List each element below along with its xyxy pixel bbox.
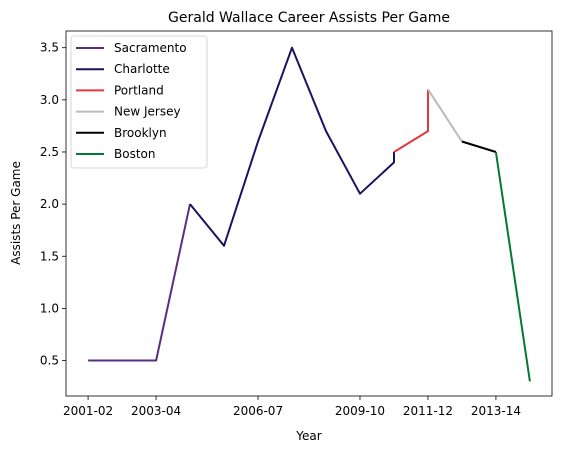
plot-area xyxy=(88,46,531,382)
y-tick-label: 3.5 xyxy=(40,41,59,55)
legend-label: Boston xyxy=(114,147,155,161)
y-axis-label: Assists Per Game xyxy=(9,161,23,265)
series-line-brooklyn xyxy=(461,140,497,153)
series-line-sacramento xyxy=(88,203,191,362)
legend-label: Sacramento xyxy=(114,41,187,55)
legend-label: Brooklyn xyxy=(114,126,167,140)
y-axis-ticks: 0.5 1.0 1.5 2.0 2.5 3.0 3.5 xyxy=(40,41,66,368)
legend: Sacramento Charlotte Portland New Jersey Bro… xyxy=(70,35,208,169)
x-axis-ticks: 2001-02 2003-04 2006-07 2009-10 2011-12 2013-… xyxy=(63,396,521,418)
y-tick-label: 3.0 xyxy=(40,93,59,107)
x-tick-label: 2011-12 xyxy=(403,404,453,418)
series-line-boston xyxy=(494,151,531,382)
legend-box xyxy=(70,35,208,169)
legend-label: New Jersey xyxy=(114,105,181,119)
y-tick-label: 0.5 xyxy=(40,354,59,368)
legend-label: Portland xyxy=(114,83,164,97)
x-tick-label: 2009-10 xyxy=(335,404,385,418)
chart-title: Gerald Wallace Career Assists Per Game xyxy=(168,10,450,26)
y-tick-label: 2.0 xyxy=(40,197,59,211)
y-tick-label: 2.5 xyxy=(40,145,59,159)
x-tick-label: 2013-14 xyxy=(471,404,521,418)
series-line-new-jersey xyxy=(427,88,463,143)
legend-label: Charlotte xyxy=(114,62,170,76)
x-tick-label: 2001-02 xyxy=(63,404,113,418)
x-tick-label: 2003-04 xyxy=(131,404,181,418)
plot-frame xyxy=(65,30,553,397)
series-line-charlotte xyxy=(189,46,395,247)
series-line-portland xyxy=(393,89,429,153)
x-tick-label: 2006-07 xyxy=(233,404,283,418)
y-tick-label: 1.0 xyxy=(40,301,59,315)
x-axis-label: Year xyxy=(295,429,321,443)
y-tick-label: 1.5 xyxy=(40,249,59,263)
